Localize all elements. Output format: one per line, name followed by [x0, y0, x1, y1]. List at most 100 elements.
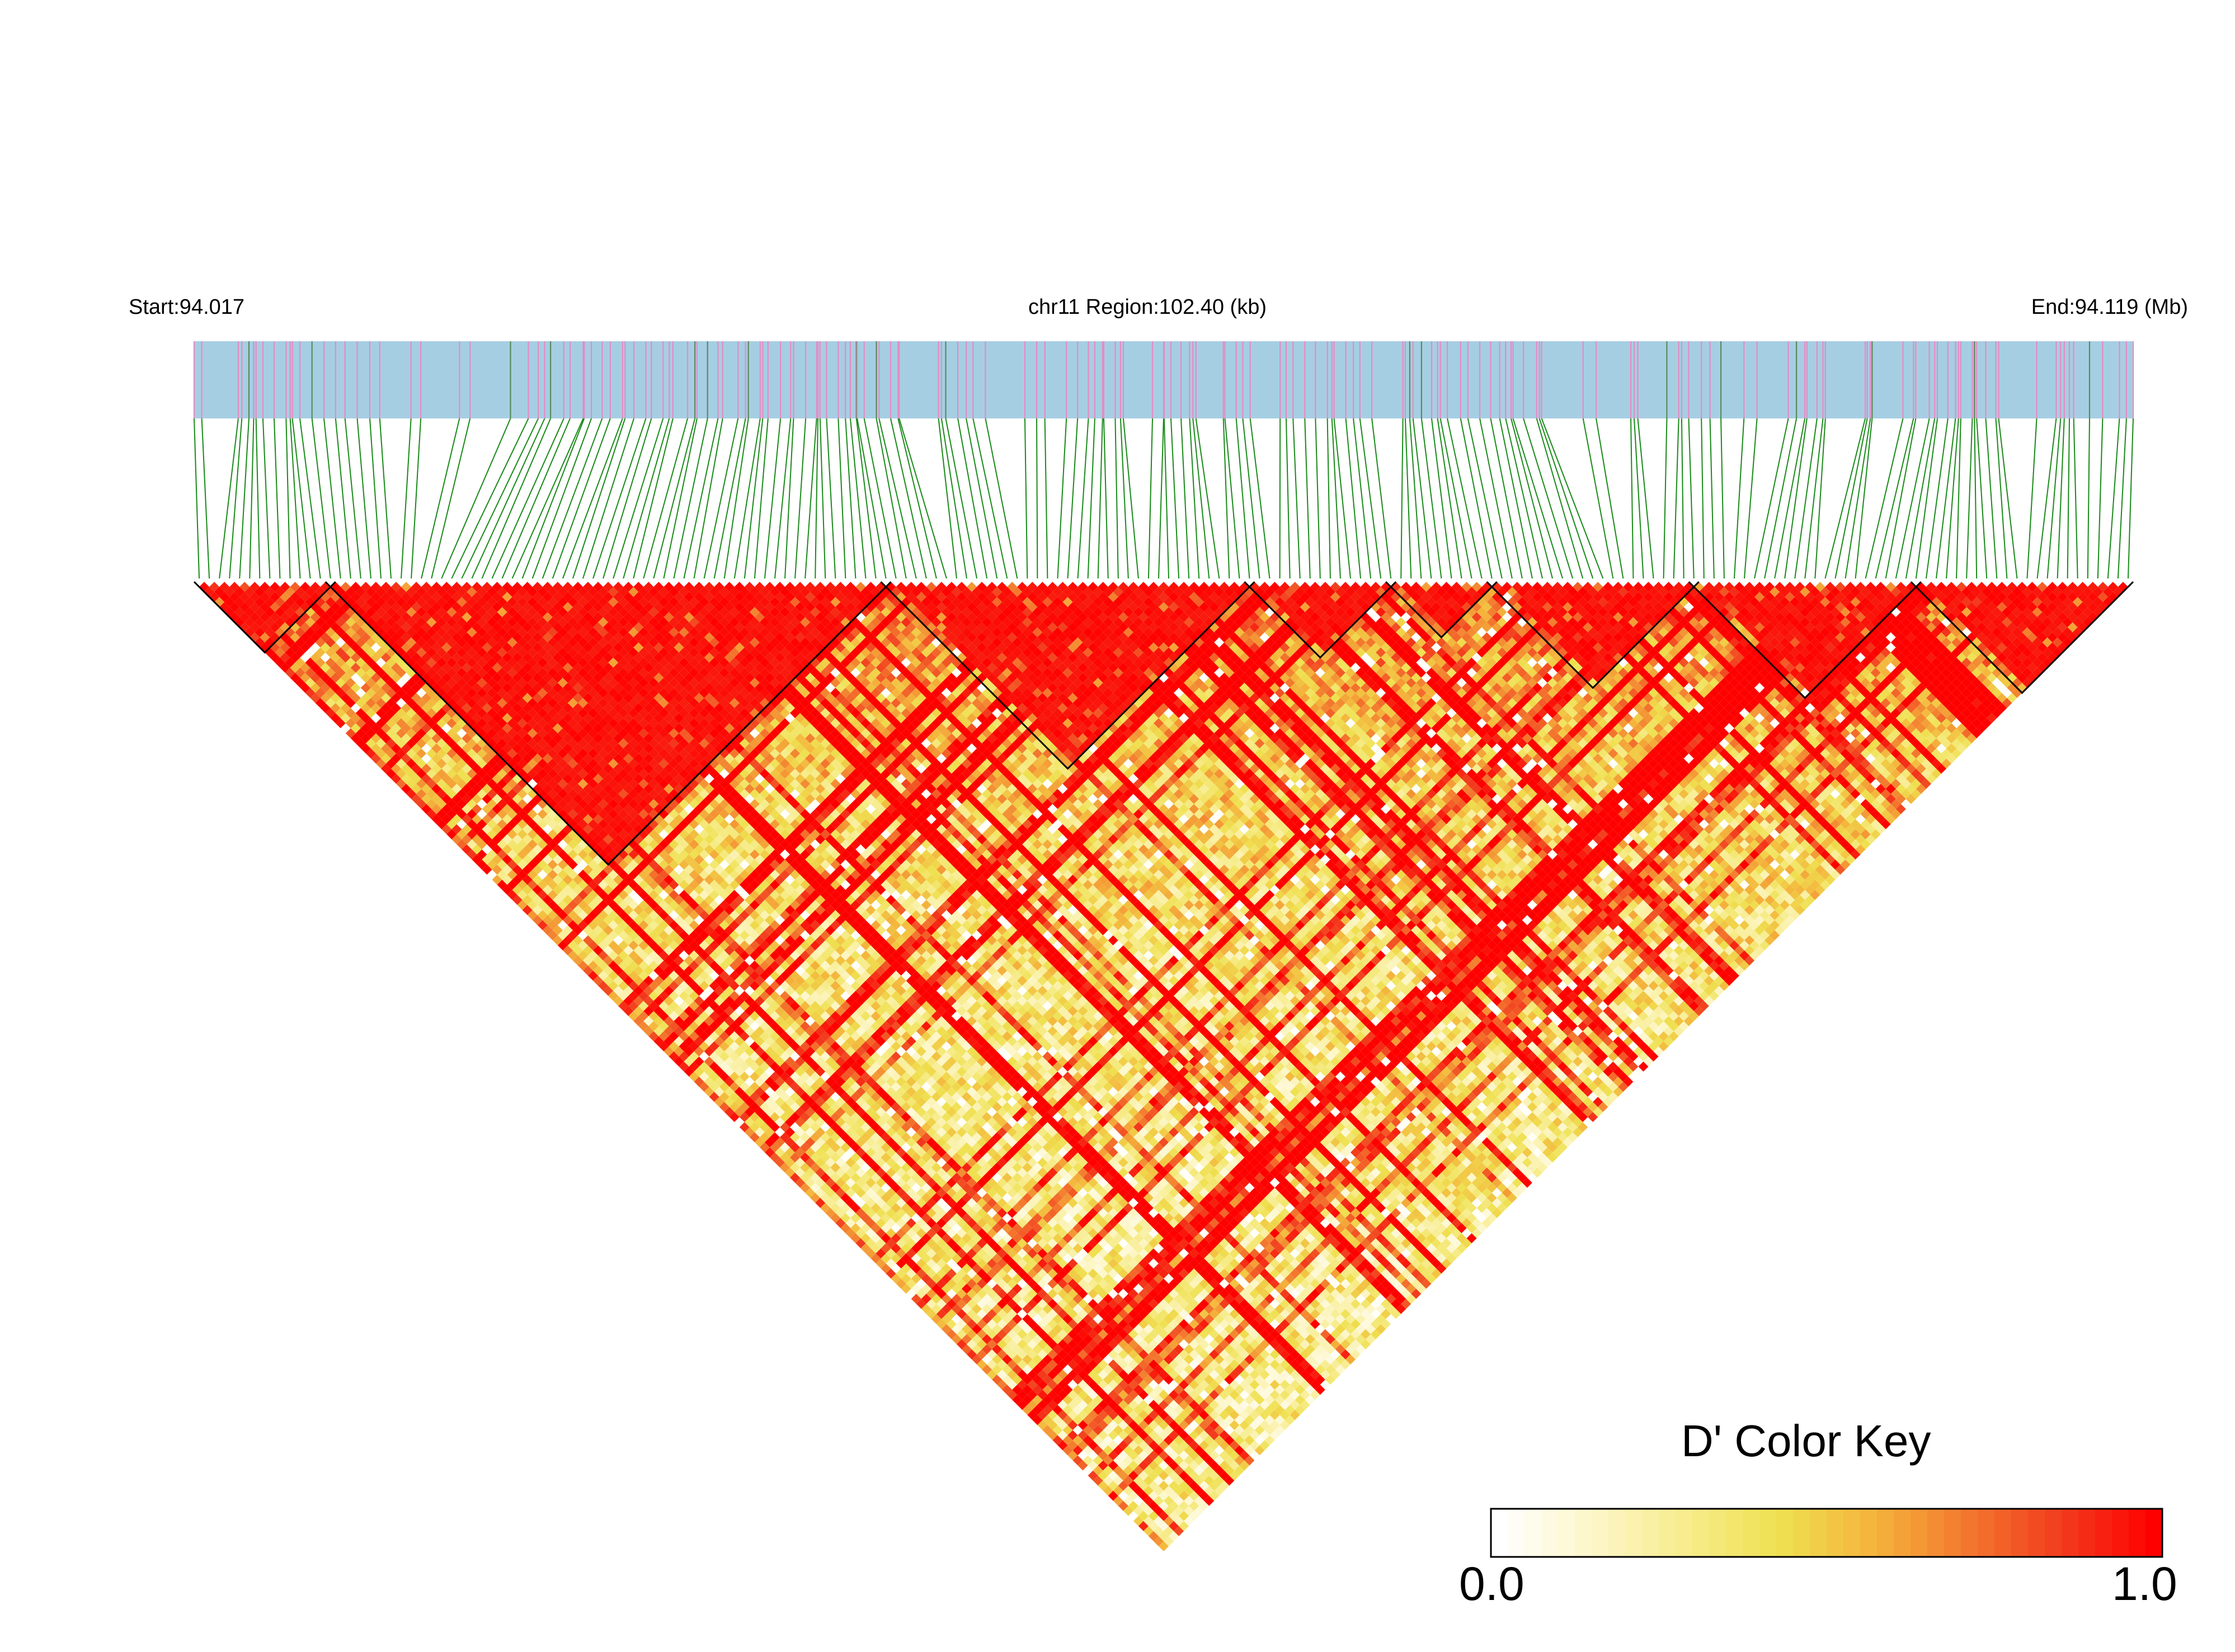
snp-connector: [1976, 418, 1988, 579]
ld-cell: [562, 935, 573, 945]
snp-connector: [1285, 418, 1291, 579]
ld-cell: [699, 1081, 709, 1092]
ld-cell: [1017, 1380, 1028, 1390]
snp-connector: [2127, 418, 2134, 579]
ld-cell: [462, 814, 472, 825]
ld-cell: [951, 1303, 962, 1314]
snp-connector: [521, 418, 585, 579]
snp-connector: [1946, 418, 1959, 579]
ld-cell: [335, 688, 346, 698]
ld-cell: [780, 1132, 791, 1142]
ld-cell: [941, 1324, 952, 1334]
snp-connector: [461, 418, 539, 579]
ld-cell: [734, 1076, 745, 1087]
ld-cell: [1022, 1375, 1033, 1385]
ld-cell: [1057, 1440, 1068, 1451]
snp-connector: [855, 418, 877, 579]
ld-cell: [477, 819, 487, 830]
ld-cell: [982, 1334, 992, 1344]
ld-cell: [628, 1011, 639, 1022]
snp-connector: [1114, 418, 1119, 579]
ld-cell: [931, 1314, 942, 1324]
ld-cell: [350, 693, 361, 703]
ld-cell: [1037, 1410, 1048, 1420]
ld-cell: [699, 1071, 709, 1082]
ld-cell: [396, 779, 407, 789]
snp-connector: [1538, 418, 1594, 579]
ld-cell: [739, 1122, 750, 1132]
ld-cell: [492, 854, 502, 865]
ld-cell: [704, 1076, 714, 1087]
ld-cell: [492, 864, 502, 875]
ld-cell: [1067, 1450, 1078, 1461]
ld-cell: [345, 698, 356, 708]
ld-cell: [396, 738, 407, 749]
snp-connector: [1163, 418, 1170, 579]
snp-connector: [1743, 418, 1758, 579]
ld-cell: [1083, 1425, 1093, 1436]
ld-cell: [764, 1147, 775, 1157]
ld-cell: [431, 804, 442, 815]
ld-cell: [992, 1334, 1003, 1344]
ld-cell: [477, 849, 487, 860]
ld-cell: [835, 1188, 846, 1198]
snp-connector: [1956, 418, 1961, 579]
ld-cell: [416, 768, 427, 779]
snp-connector: [1147, 418, 1154, 579]
ld-cell: [577, 930, 589, 940]
snp-connector: [898, 418, 947, 579]
snp-connector: [2067, 418, 2070, 579]
ld-cell: [315, 667, 326, 678]
ld-cell: [492, 834, 502, 845]
snp-connector: [1333, 418, 1351, 579]
ld-cell: [280, 642, 290, 653]
snp-connector: [1905, 418, 1936, 579]
ld-cell: [972, 1314, 982, 1324]
ld-cell: [961, 1344, 972, 1354]
ld-cell: [431, 784, 442, 794]
ld-cell: [941, 1314, 952, 1324]
ld-cell: [583, 935, 594, 945]
ld-cell: [340, 693, 351, 703]
snp-connector: [945, 418, 978, 579]
ld-cell: [901, 1243, 911, 1254]
snp-connector: [1170, 418, 1180, 579]
snp-connector: [1359, 418, 1382, 579]
ld-cell: [946, 1288, 957, 1299]
snp-connector: [1915, 418, 1938, 579]
ld-cell: [375, 728, 386, 738]
ld-cell: [780, 1142, 791, 1152]
ld-cell: [871, 1233, 881, 1244]
ld-cell: [1093, 1475, 1103, 1486]
ld-cell: [926, 1278, 937, 1289]
ld-cell: [941, 1293, 952, 1304]
ld-cell: [734, 1086, 745, 1097]
ld-cell: [613, 986, 624, 996]
ld-cell: [946, 1319, 957, 1329]
ld-cell: [270, 622, 280, 633]
snp-connector: [1637, 418, 1654, 579]
ld-cell: [638, 981, 649, 991]
snp-connector: [764, 418, 782, 579]
ld-cell: [749, 1091, 760, 1102]
ld-cell: [684, 1026, 694, 1037]
snp-connector: [940, 418, 967, 579]
ld-cell: [1083, 1435, 1093, 1446]
ld-cell: [956, 1309, 967, 1319]
ld-cell: [780, 1122, 791, 1132]
ld-cell: [1113, 1485, 1123, 1496]
ld-cell: [1052, 1435, 1063, 1446]
ld-cell: [714, 1086, 724, 1097]
ld-cell: [714, 1056, 724, 1067]
snp-connector: [794, 418, 807, 579]
ld-cell: [881, 1223, 891, 1234]
ld-cell: [860, 1213, 871, 1223]
snp-connector: [1794, 418, 1818, 579]
ld-cell: [805, 1157, 816, 1168]
ld-cell: [1138, 1480, 1149, 1491]
ld-cell: [380, 723, 392, 733]
ld-cell: [916, 1258, 926, 1269]
ld-cell: [865, 1228, 876, 1239]
ld-cell: [1037, 1380, 1048, 1390]
ld-cell: [517, 869, 528, 880]
